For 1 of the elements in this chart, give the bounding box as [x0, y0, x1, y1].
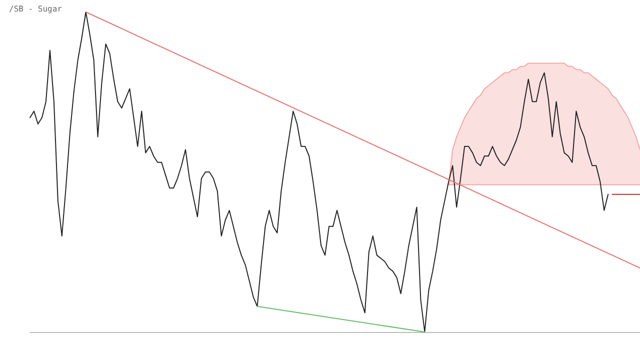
chart-title: /SB - Sugar: [9, 4, 62, 14]
